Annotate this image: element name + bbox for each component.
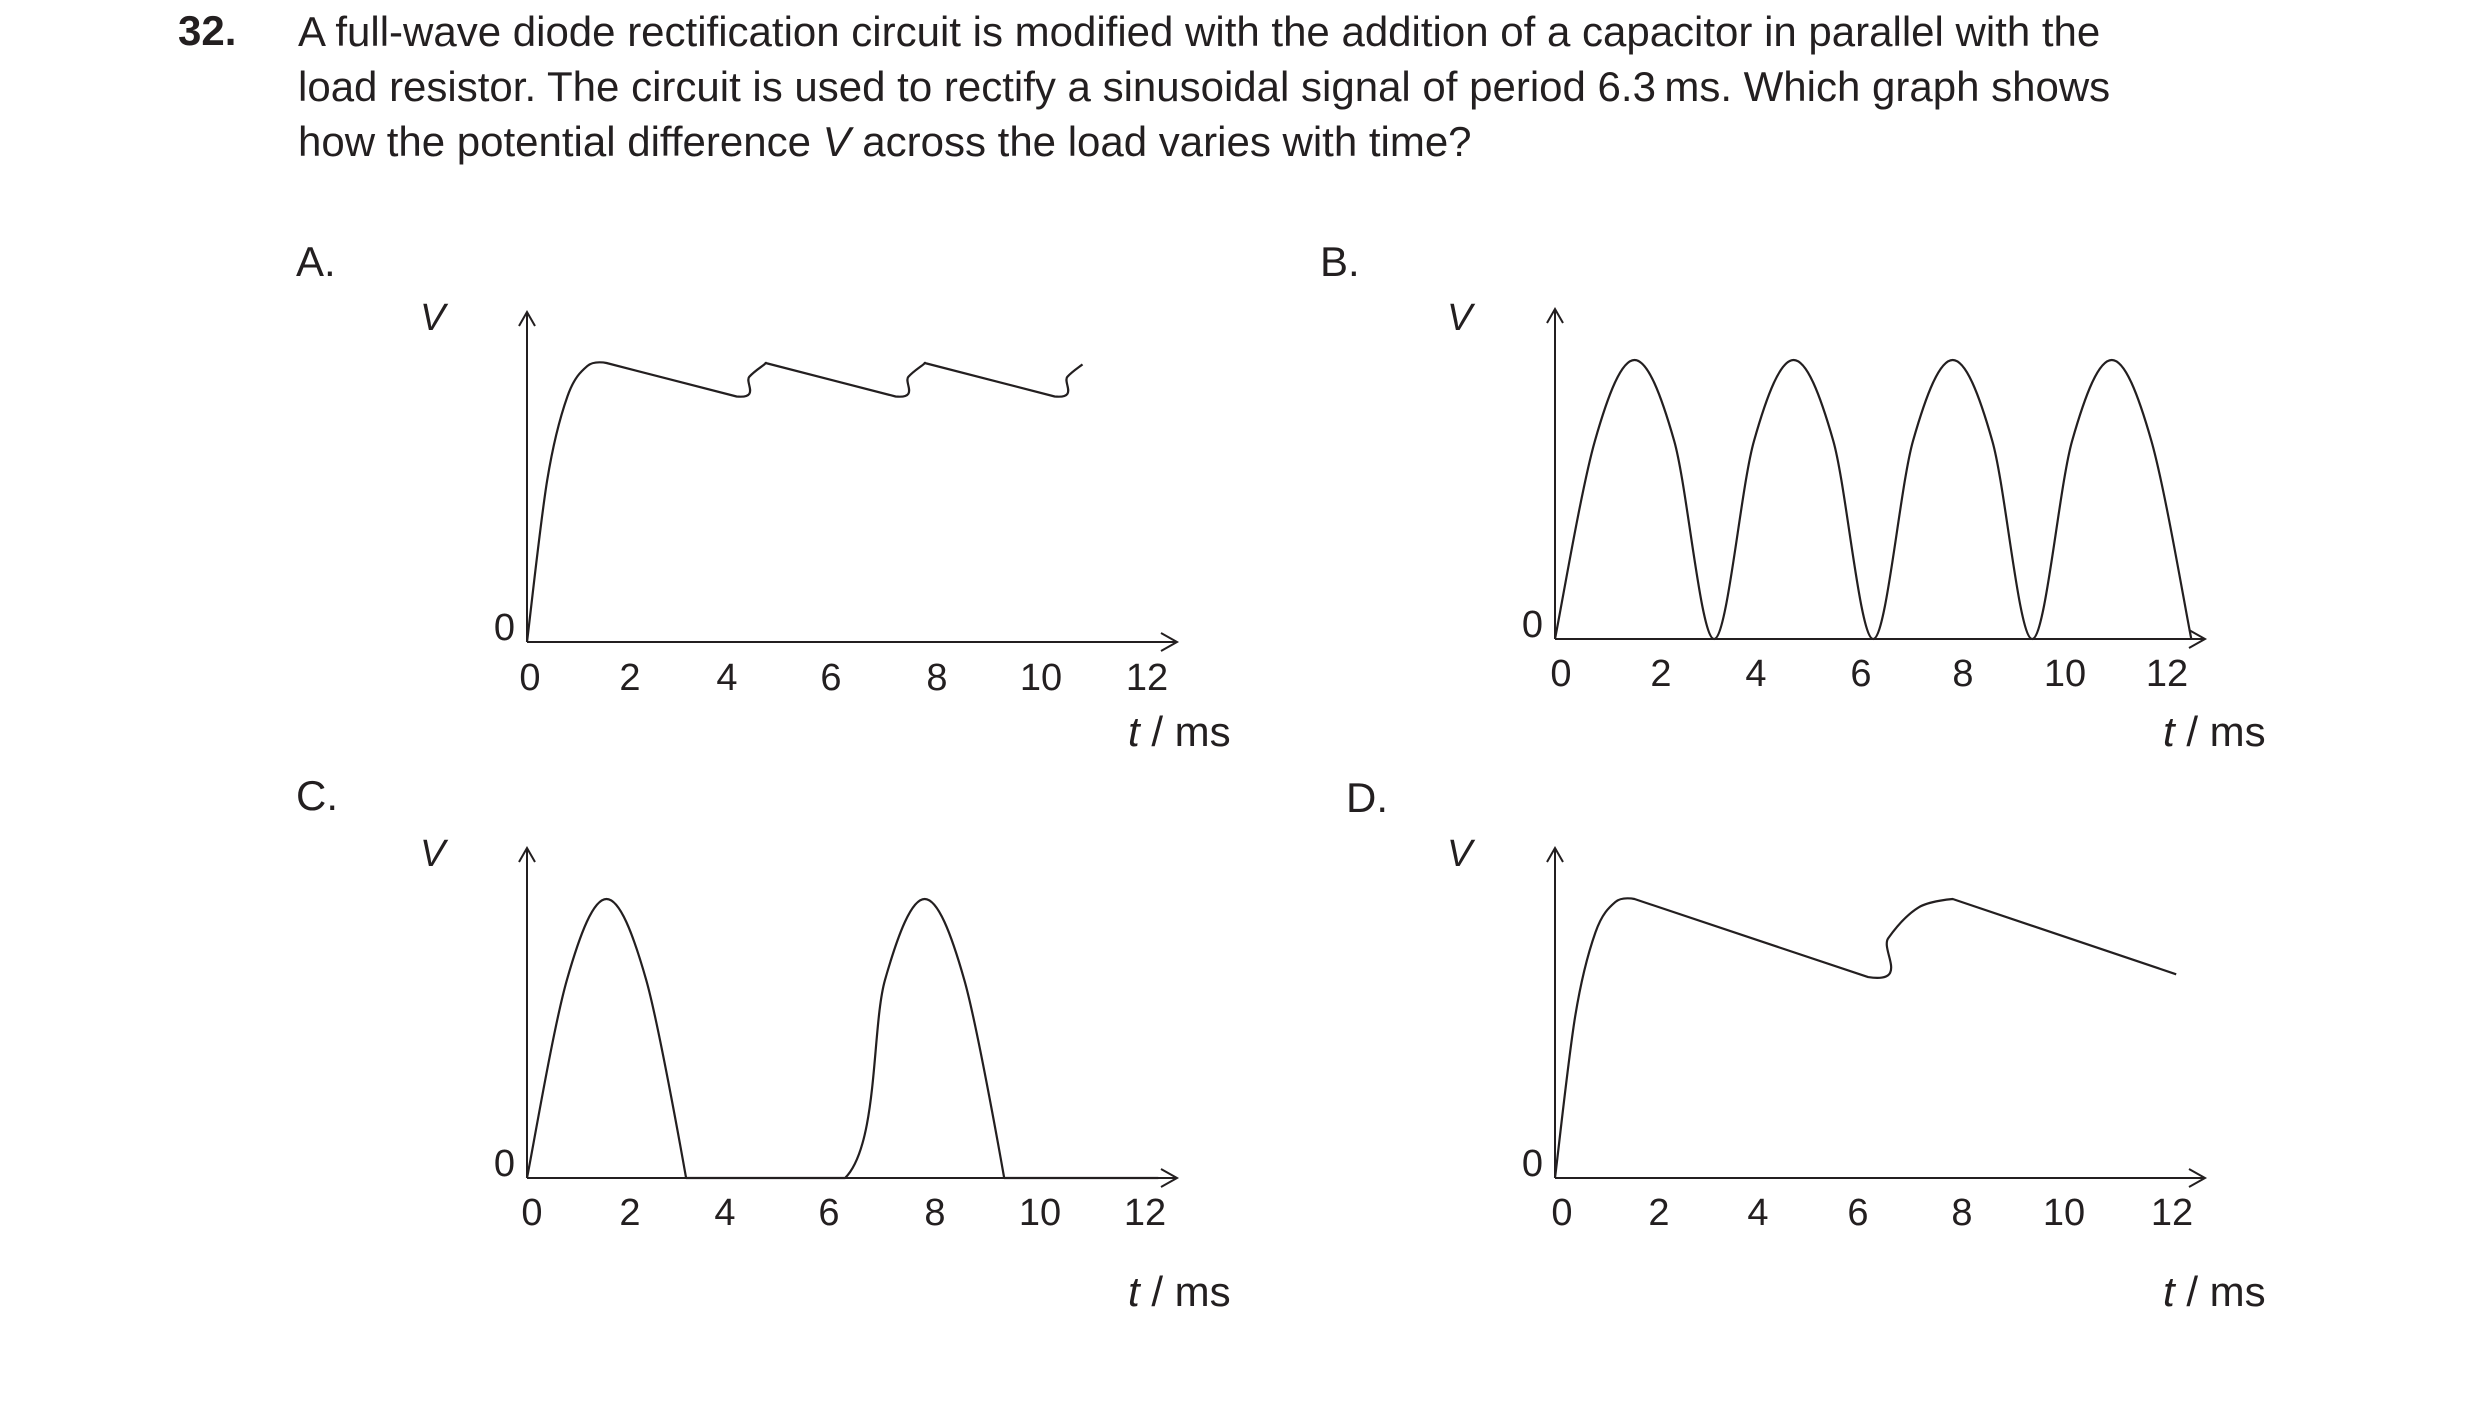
x-axis-label: t / ms [1128,1268,1231,1315]
x-tick-label: 4 [1747,1192,1768,1234]
y-axis-label: V [420,833,449,875]
graph-d: D. V 00 2 4 6 8 10 12 t / ms [1346,774,2266,1315]
x-tick-label: 10 [1020,657,1062,699]
y-origin-label: 0 [1522,604,1543,646]
x-tick-label: 4 [714,1192,735,1234]
x-tick-label: 0 [519,657,540,699]
option-label: A. [296,238,336,285]
x-tick-label: 8 [926,657,947,699]
x-tick-label: 8 [1952,653,1973,695]
graph-b: B. V 00 2 4 6 8 10 12 t / ms [1320,238,2266,755]
voltage-curve [527,362,1083,642]
x-tick-label: 10 [2043,1192,2085,1234]
y-origin-label: 0 [1522,1143,1543,1185]
x-tick-label: 2 [619,1192,640,1234]
x-tick-label: 12 [2151,1192,2193,1234]
x-axis-label: t / ms [2163,1268,2266,1315]
x-tick-label: 12 [1124,1192,1166,1234]
x-tick-label: 2 [1648,1192,1669,1234]
option-label: C. [296,772,338,819]
x-tick-label: 2 [619,657,640,699]
y-axis-label: V [420,297,449,339]
y-axis-label: V [1447,833,1476,875]
x-tick-label: 8 [924,1192,945,1234]
y-axis-label: V [1447,297,1476,339]
x-tick-label: 6 [818,1192,839,1234]
x-tick-label: 0 [1550,653,1571,695]
x-tick-label: 4 [1745,653,1766,695]
graph-a: A. V 00 2 4 6 8 10 12 t / ms [296,238,1231,755]
option-label: B. [1320,238,1360,285]
x-tick-label: 12 [2146,653,2188,695]
x-axis-label: t / ms [1128,708,1231,755]
x-axis-label: t / ms [2163,708,2266,755]
x-axis-unit: / ms [2175,708,2266,755]
x-tick-label: 6 [1847,1192,1868,1234]
x-tick-label: 10 [1019,1192,1061,1234]
y-origin-label: 0 [494,607,515,649]
x-tick-label: 6 [1850,653,1871,695]
x-tick-label: 0 [1551,1192,1572,1234]
voltage-curve [527,899,1158,1178]
x-tick-label: 10 [2044,653,2086,695]
x-tick-label: 4 [716,657,737,699]
voltage-curve [1555,360,2191,639]
option-label: D. [1346,774,1388,821]
y-origin-label: 0 [494,1143,515,1185]
graph-c: C. V 00 2 4 6 8 10 12 t / ms [296,772,1231,1315]
x-tick-label: 8 [1951,1192,1972,1234]
x-tick-label: 12 [1126,657,1168,699]
voltage-curve [1555,898,2176,1178]
x-tick-label: 2 [1650,653,1671,695]
x-axis-unit: / ms [1140,1268,1231,1315]
x-tick-label: 6 [820,657,841,699]
x-axis-unit: / ms [1140,708,1231,755]
x-tick-label: 0 [521,1192,542,1234]
x-axis-unit: / ms [2175,1268,2266,1315]
